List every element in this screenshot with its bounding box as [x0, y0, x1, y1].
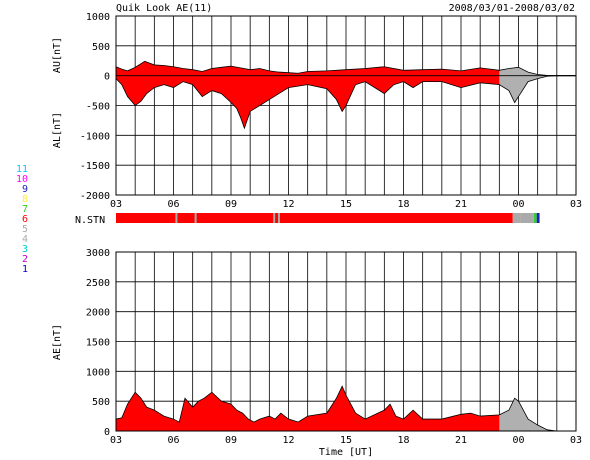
x-tick-label: 03 [570, 435, 582, 446]
ae-y-tick-labels: 3000 2500 2000 1500 1000 500 0 [86, 248, 110, 438]
x-tick-label: 12 [282, 435, 294, 446]
nstn-gap [273, 213, 276, 223]
nstn-gap [175, 213, 178, 223]
nstn-gap [277, 213, 280, 223]
al-line [115, 75, 576, 130]
y-tick-label: 0 [104, 427, 110, 438]
y-tick-label: -500 [86, 102, 110, 113]
station-legend-entry: 10 [16, 174, 28, 185]
nstn-segment [512, 213, 521, 223]
ae-grid [116, 252, 576, 431]
y-tick-label: -1000 [80, 131, 110, 142]
y-tick-label: 1000 [86, 12, 110, 23]
x-tick-label: 06 [167, 199, 179, 210]
x-tick-label: 03 [110, 435, 122, 446]
station-legend-entry: 9 [22, 184, 28, 195]
y-tick-label: 2500 [86, 278, 110, 289]
station-legend-entry: 11 [16, 164, 28, 175]
station-legend-entry: 7 [22, 204, 28, 215]
ae-axis-label: AE[nT] [52, 324, 63, 360]
au-axis-label: AU[nT] [52, 37, 63, 73]
station-legend-entry: 6 [22, 214, 28, 225]
x-tick-label: 09 [225, 199, 237, 210]
nstn-segment [520, 213, 534, 223]
ae-x-tick-labels: 03 06 09 12 15 18 21 00 03 [110, 435, 582, 446]
ae-line [115, 385, 576, 432]
station-legend-entry: 1 [22, 264, 28, 275]
au-al-y-tick-labels: 1000 500 0 -500 -1000 -1500 -2000 [80, 12, 110, 202]
y-tick-label: 1500 [86, 338, 110, 349]
ae-fill [116, 386, 509, 431]
ae-series [115, 385, 576, 432]
x-tick-label: 21 [455, 435, 467, 446]
al-axis-label: AL[nT] [52, 112, 63, 148]
au-al-frame [115, 15, 577, 196]
x-tick-label: 00 [512, 435, 524, 446]
x-tick-label: 18 [397, 435, 409, 446]
y-tick-label: 2000 [86, 308, 110, 319]
y-tick-label: 3000 [86, 248, 110, 259]
nstn-segment [533, 213, 537, 223]
au-fill-partial [499, 67, 576, 76]
station-legend-entry: 5 [22, 224, 28, 235]
ae-frame [115, 251, 577, 432]
x-tick-label: 15 [340, 435, 352, 446]
station-legend-entry: 4 [22, 234, 28, 245]
y-tick-label: 0 [104, 72, 110, 83]
date-range: 2008/03/01-2008/03/02 [449, 3, 575, 14]
y-tick-label: 500 [92, 42, 110, 53]
x-tick-label: 03 [110, 199, 122, 210]
x-tick-label: 09 [225, 435, 237, 446]
ae-fill-partial [499, 398, 576, 431]
x-tick-label: 06 [167, 435, 179, 446]
y-tick-label: -1500 [80, 161, 110, 172]
au-al-series [115, 60, 576, 130]
au-line [115, 60, 576, 77]
au-fill [116, 61, 509, 76]
x-tick-label: 03 [570, 199, 582, 210]
nstn-segment [116, 213, 513, 223]
x-tick-label: 00 [512, 199, 524, 210]
x-tick-label: 18 [397, 199, 409, 210]
y-tick-label: 1000 [86, 367, 110, 378]
x-tick-label: 15 [340, 199, 352, 210]
x-axis-label: Time [UT] [319, 447, 373, 458]
nstn-gap [194, 213, 197, 223]
au-al-x-tick-labels: 03 06 09 12 15 18 21 00 03 [110, 199, 582, 210]
nstn-bar [116, 213, 540, 223]
nstn-segment [536, 213, 540, 223]
au-al-panel: 1000 500 0 -500 -1000 -1500 -2000 03 06 09 12 15 18… [80, 12, 582, 210]
x-tick-label: 12 [282, 199, 294, 210]
nstn-label: N.STN [75, 215, 105, 226]
al-fill-partial [499, 75, 576, 103]
y-tick-label: -2000 [80, 191, 110, 202]
station-legend-entry: 8 [22, 194, 28, 205]
al-fill [116, 75, 509, 129]
station-legend-entry: 2 [22, 254, 28, 265]
y-tick-label: 500 [92, 397, 110, 408]
station-legend-entry: 3 [22, 244, 28, 255]
chart-title: Quik Look AE(11) [116, 3, 212, 14]
x-tick-label: 21 [455, 199, 467, 210]
